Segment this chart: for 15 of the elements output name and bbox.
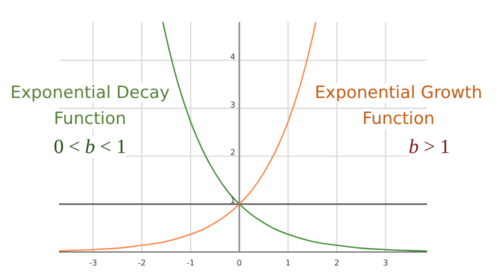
series-label: Exponential Decay Function	[10, 83, 170, 129]
x-tick-label: 0	[236, 258, 242, 268]
annotation: 0 < b < 1	[54, 136, 126, 158]
y-tick-label: 2	[230, 148, 236, 158]
y-tick-label: 4	[230, 52, 236, 62]
x-tick-label: 1	[286, 258, 291, 268]
x-tick-label: -2	[138, 258, 146, 268]
annotation: b > 1	[408, 136, 450, 158]
y-tick-label: 1	[230, 196, 236, 206]
x-tick-label: -3	[89, 258, 98, 268]
x-tick-label: 2	[334, 258, 340, 268]
y-tick-label: 3	[230, 100, 236, 110]
x-tick-label: 3	[383, 258, 388, 268]
x-tick-label: -1	[186, 258, 195, 268]
series-label: Exponential Growth Function	[314, 83, 482, 129]
